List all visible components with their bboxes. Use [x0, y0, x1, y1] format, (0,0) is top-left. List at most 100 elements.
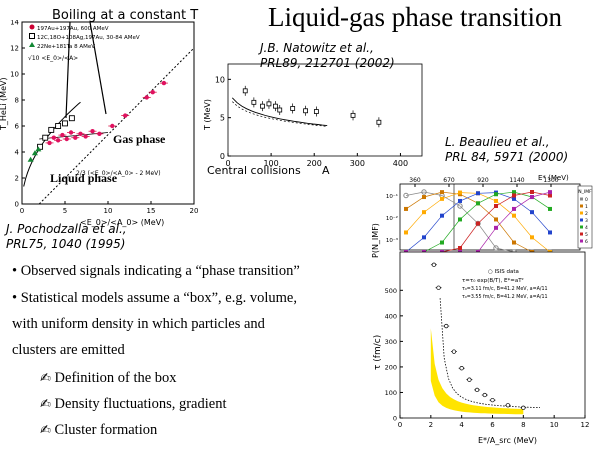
tau-point [431, 262, 437, 267]
subpoint-box-label: Definition of the box [54, 370, 177, 386]
natowitz-ytick-label: 10 [215, 75, 225, 84]
caloric-red-point [161, 80, 167, 86]
multiplicity-legend-marker [580, 204, 583, 208]
legend-marker-red [29, 24, 35, 30]
tau-ytick-label: 0 [393, 415, 397, 423]
slide-title: Liquid-gas phase transition [268, 2, 562, 32]
caloric-xtick-label: 10 [104, 207, 113, 215]
caloric-red-point [60, 132, 65, 138]
multiplicity-ytick-label: 10⁻¹ [386, 193, 398, 200]
caloric-xlabel: <E_0>/<A_0> (MeV) [80, 218, 164, 227]
tau-point [490, 397, 495, 403]
multiplicity-ytick-label: 10⁻³ [386, 237, 398, 244]
caloric-red-point [144, 95, 149, 100]
legend-entry-1: 197Au+197Au, 600 AMeV [37, 26, 109, 32]
citation-beaulieu-1: L. Beaulieu et al., [445, 135, 550, 149]
caloric-red-point [90, 129, 95, 134]
caloric-ytick-label: 0 [15, 201, 19, 209]
natowitz-frame [227, 63, 423, 157]
beaulieu-annotation: ○ ISIS data τ=τ₀ exp(B/T), E*=aT² τ₀=3.1… [462, 269, 548, 300]
citation-natowitz-2: PRL89, 212701 (2002) [260, 56, 395, 70]
caloric-open-point [68, 115, 75, 122]
multiplicity-legend-label: 5 [585, 232, 588, 238]
multiplicity-ytick-label: 10⁻² [386, 215, 398, 222]
caloric-green-point [35, 146, 42, 152]
multiplicity-legend-label: 0 [585, 197, 588, 203]
caloric-red-point [150, 90, 155, 95]
caloric-red-point [110, 123, 115, 129]
natowitz-point [273, 103, 278, 109]
caloric-red-point [78, 131, 83, 136]
subpoint-cluster-label: Cluster formation [54, 422, 158, 438]
multiplicity-legend-label: 6 [585, 239, 588, 245]
multiplicity-curve [406, 191, 551, 253]
tau-point [482, 392, 487, 398]
caloric-ytick-label: 2 [15, 175, 19, 183]
beaulieu-ylabel-bottom: τ (fm/c) [373, 335, 383, 370]
tau-point [444, 323, 449, 329]
tau-ytick-label: 400 [385, 312, 397, 320]
tau-xtick-label: 2 [429, 421, 433, 429]
multiplicity-point [548, 206, 552, 211]
caloric-red-point [51, 135, 57, 140]
caloric-red-point [47, 140, 52, 146]
caloric-green-point [31, 150, 38, 156]
legend-entry-3: 22Ne+181Ta 8 AMeV [37, 44, 95, 50]
top-axis-tick-label: 1300 [543, 177, 558, 184]
annotation-line-4: τ₀=3.55 fm/c, B=41.2 MeV, a=A/11 [462, 294, 548, 300]
multiplicity-legend-marker [580, 211, 583, 215]
tau-ytick-label: 300 [385, 338, 397, 346]
natowitz-point [350, 112, 356, 118]
tau-point [451, 349, 457, 354]
writing-hand-icon: ✍ [40, 397, 51, 412]
natowitz-point [313, 109, 319, 114]
beaulieu-chart: E* (MeV) 360 670 920 1140 130010⁻¹10⁻²10⁻³N_… [370, 170, 598, 448]
caloric-ytick-label: 4 [15, 149, 20, 157]
boiling-arrow-right [89, 21, 107, 115]
tau-frame [399, 251, 586, 419]
multiplicity-legend-marker [580, 218, 583, 222]
caloric-open-point [48, 126, 55, 133]
tau-point [505, 403, 511, 408]
multiplicity-legend-marker [580, 197, 583, 201]
bullet-2: • Statistical models assume a “box”, e.g… [12, 290, 297, 306]
multiplicity-curve [405, 192, 551, 253]
boiling-label: Boiling at a constant T [52, 8, 199, 23]
tau-point [436, 285, 441, 290]
tau-point [459, 366, 464, 371]
caloric-ytick-label: 12 [10, 45, 19, 53]
natowitz-point [251, 99, 257, 105]
natowitz-point [376, 119, 382, 125]
legend-marker-green [29, 42, 35, 47]
tau-xtick-label: 4 [459, 421, 464, 429]
caloric-open-point [55, 123, 62, 129]
natowitz-xtick-label: 100 [263, 159, 278, 168]
caloric-red-point [55, 138, 61, 143]
subpoint-box: ✍ Definition of the box [40, 370, 177, 387]
bullet-1: • Observed signals indicating a “phase t… [12, 263, 300, 279]
natowitz-xtick-label: 200 [307, 159, 322, 168]
natowitz-point [290, 106, 296, 111]
beaulieu-xlabel: E*/A_src (MeV) [478, 436, 537, 445]
tau-point [521, 405, 526, 410]
caloric-ytick-label: 10 [10, 71, 19, 79]
subpoint-cluster: ✍ Cluster formation [40, 422, 157, 439]
subpoint-density-label: Density fluctuations, gradient [54, 396, 227, 412]
natowitz-ylabel: T (MeV) [203, 99, 212, 131]
natowitz-xtick-label: 300 [350, 159, 365, 168]
multiplicity-point [404, 206, 408, 211]
annotation-line-2: τ=τ₀ exp(B/T), E*=aT² [462, 277, 524, 284]
caloric-xtick-label: 5 [63, 207, 67, 215]
natowitz-xtick-label: 400 [393, 159, 408, 168]
beaulieu-ylabel-top: P(N_IMF) [371, 223, 380, 258]
caloric-red-point [123, 113, 128, 118]
caloric-ytick-label: 8 [15, 97, 19, 105]
legend-marker-open [29, 33, 35, 39]
liquid-phase-label: Liquid phase [50, 171, 118, 185]
multiplicity-legend-label: 4 [585, 225, 588, 231]
natowitz-point [260, 103, 265, 109]
caloric-curve-chart: 197Au+197Au, 600 AMeV 12C,18O+108Ag,197A… [0, 20, 198, 227]
top-axis-tick-label: 360 [409, 177, 421, 184]
tau-point [474, 387, 480, 393]
caloric-red-point [68, 130, 74, 135]
